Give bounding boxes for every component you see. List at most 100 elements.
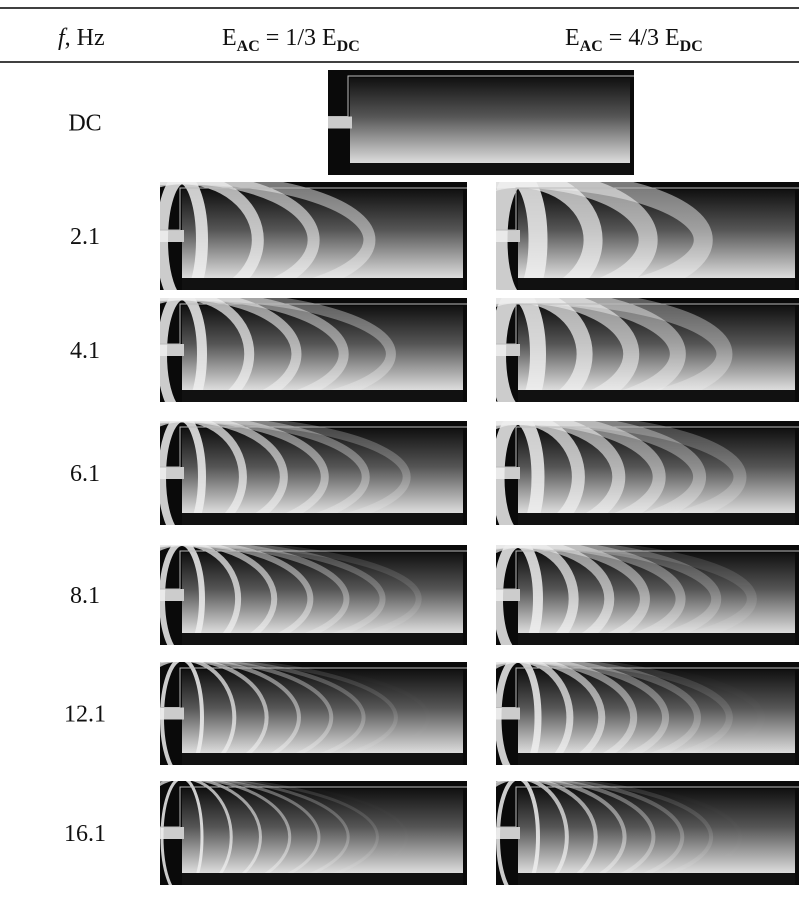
col1-header: EAC = 1/3 EDC	[222, 25, 360, 55]
fringe	[496, 662, 574, 765]
wall	[496, 187, 799, 231]
fringe	[496, 182, 713, 290]
floor	[518, 278, 795, 290]
fringe	[160, 421, 370, 525]
wall	[496, 426, 799, 468]
fringe	[160, 182, 320, 290]
fringe	[496, 421, 666, 525]
inlet	[160, 707, 184, 720]
fringe	[496, 298, 733, 402]
row-label: DC	[68, 111, 101, 137]
row-label: 8.1	[70, 583, 100, 609]
inlet	[160, 589, 184, 601]
row-label: 6.1	[70, 461, 100, 487]
fringe	[160, 182, 264, 290]
fringe	[496, 298, 546, 402]
micrograph	[160, 781, 467, 885]
fringe	[160, 662, 237, 765]
floor	[182, 513, 463, 525]
fringe	[160, 662, 334, 765]
fringe	[160, 298, 396, 402]
fringe	[204, 781, 292, 885]
channel	[182, 190, 463, 278]
fringe	[160, 545, 278, 645]
fringe	[496, 545, 757, 645]
fringe	[496, 545, 615, 645]
fringe	[160, 545, 242, 645]
fringe	[160, 182, 376, 290]
fringe	[496, 781, 540, 885]
fringe	[496, 421, 585, 525]
fringe	[496, 421, 545, 525]
floor	[518, 390, 795, 402]
fringe	[160, 421, 329, 525]
channel	[350, 78, 630, 163]
fringe	[216, 781, 350, 885]
fringe	[496, 182, 548, 290]
wall	[496, 303, 799, 345]
inlet	[328, 116, 352, 129]
fringe	[496, 662, 670, 765]
row-label: 12.1	[64, 702, 106, 728]
fringe	[160, 781, 233, 885]
fringe	[496, 545, 650, 645]
fringe	[160, 298, 207, 402]
fringe	[160, 298, 349, 402]
inlet	[160, 827, 184, 839]
floor	[182, 633, 463, 645]
fringe	[540, 781, 656, 885]
fringe	[160, 421, 411, 525]
freq-header: f, Hz	[58, 25, 105, 51]
micrograph	[496, 662, 799, 765]
fringe	[496, 662, 733, 765]
fringe	[210, 781, 321, 885]
fringe	[496, 298, 593, 402]
floor	[182, 873, 463, 885]
micrograph	[328, 70, 634, 175]
fringe	[496, 781, 627, 885]
fringe	[160, 662, 269, 765]
floor	[518, 633, 795, 645]
fringe	[496, 298, 640, 402]
micrograph	[160, 182, 467, 290]
wall	[160, 786, 467, 828]
fringe	[160, 298, 302, 402]
inlet	[496, 707, 520, 720]
row-label: 4.1	[70, 338, 100, 364]
fringe	[496, 182, 658, 290]
fringe	[496, 662, 542, 765]
fringe	[496, 662, 638, 765]
micrograph	[496, 421, 799, 525]
micrograph	[160, 662, 467, 765]
fringe	[212, 662, 398, 765]
micrograph	[160, 545, 467, 645]
fringe	[160, 421, 247, 525]
fringe	[496, 298, 686, 402]
fringe	[160, 182, 208, 290]
fringe	[160, 545, 350, 645]
col2-header: EAC = 4/3 EDC	[565, 25, 703, 55]
fringe	[160, 421, 206, 525]
fringe	[496, 421, 626, 525]
channel	[182, 789, 463, 873]
floor	[182, 753, 463, 765]
fringe	[160, 545, 205, 645]
fringe	[496, 182, 603, 290]
micrograph	[496, 298, 799, 402]
fringe	[496, 545, 686, 645]
fringe	[160, 421, 288, 525]
wall	[160, 550, 467, 590]
fringe	[496, 545, 579, 645]
fringe	[207, 662, 366, 765]
fringe	[222, 781, 379, 885]
wall	[160, 426, 467, 468]
fringe	[160, 545, 422, 645]
wall	[496, 550, 799, 590]
micrograph	[160, 298, 467, 402]
wall	[328, 75, 634, 117]
row-label: 16.1	[64, 821, 106, 847]
floor	[182, 278, 463, 290]
fringe	[160, 545, 314, 645]
floor	[350, 163, 630, 175]
fringe	[160, 662, 301, 765]
